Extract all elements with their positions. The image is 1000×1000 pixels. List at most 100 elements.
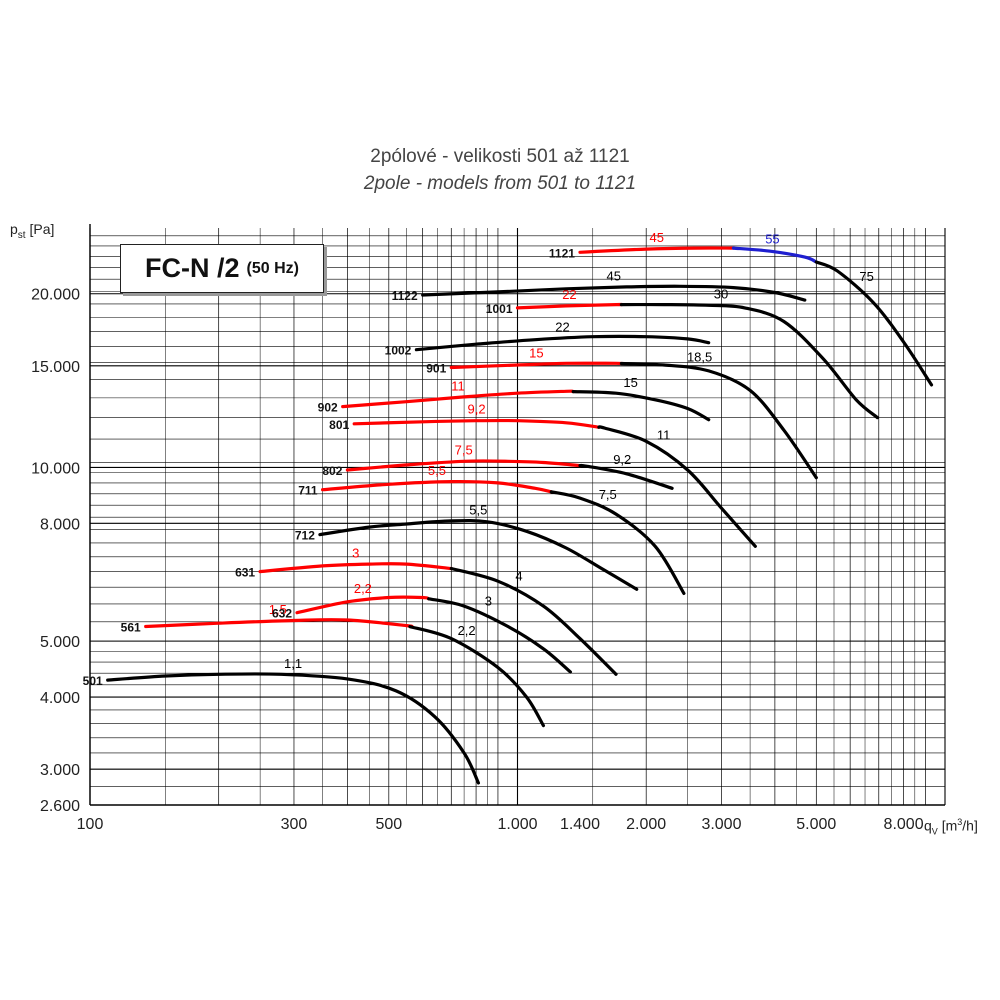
model-label: 1001 <box>486 302 513 316</box>
curve-632: 632 2,2 3 <box>272 581 572 674</box>
model-label: 1121 <box>549 246 575 260</box>
model-label: 561 <box>121 621 141 635</box>
power-label: 7,5 <box>455 442 473 457</box>
curve-561: 561 1,5 2,2 <box>121 602 545 728</box>
curve-segment <box>345 459 582 472</box>
curve-segment <box>515 302 624 310</box>
power-label: 75 <box>859 269 873 284</box>
curve-segment <box>619 361 818 480</box>
grid <box>89 228 946 806</box>
y-axis-label: pst [Pa] <box>10 221 55 241</box>
curve-segment <box>144 618 414 629</box>
curve-902: 902 11 15 <box>318 375 711 422</box>
power-label: 11 <box>657 427 671 442</box>
x-tick-label: 500 <box>375 816 402 833</box>
x-tick-label: 5.000 <box>796 816 836 833</box>
curve-segment <box>321 479 553 494</box>
curve-1002: 1002 22 <box>385 319 711 358</box>
curve-segment <box>421 284 807 302</box>
x-tick-label: 1.000 <box>497 816 537 833</box>
power-label: 7,5 <box>599 487 617 502</box>
power-label: 9,2 <box>613 452 631 467</box>
power-label: 3 <box>485 594 492 609</box>
power-label: 1,5 <box>269 602 287 617</box>
x-tick-label: 300 <box>281 816 308 833</box>
model-label: 1122 <box>392 289 418 303</box>
y-tick-label: 10.000 <box>31 460 80 477</box>
curve-segment <box>549 490 686 595</box>
model-label: 902 <box>318 401 338 415</box>
x-axis-label: qV [m3/h] <box>924 817 978 837</box>
power-label: 22 <box>562 287 576 302</box>
y-tick-label: 8.000 <box>40 516 80 533</box>
curve-802: 802 7,5 9,2 <box>322 442 674 490</box>
curve-segment <box>578 463 674 490</box>
curve-segment <box>619 302 879 420</box>
curve-segment <box>414 334 711 352</box>
curve-segment <box>597 425 757 548</box>
x-tick-label: 100 <box>77 816 104 833</box>
power-label: 18,5 <box>687 349 712 364</box>
x-tick-label: 8.000 <box>884 816 924 833</box>
y-tick-label: 20.000 <box>31 287 80 304</box>
power-label: 2,2 <box>458 623 476 638</box>
model-box: FC-N /2 (50 Hz) <box>120 244 324 293</box>
y-tick-label: 2.600 <box>40 798 80 815</box>
model-label: 711 <box>298 484 318 498</box>
curve-801: 801 9,2 11 <box>329 402 757 548</box>
curve-1121: 1121 45 55 75 <box>549 230 934 387</box>
curve-segment <box>341 389 575 409</box>
model-label: 501 <box>83 674 103 688</box>
curve-segment <box>106 672 480 785</box>
model-label: 631 <box>235 566 255 580</box>
x-tick-label: 1.400 <box>560 816 600 833</box>
model-label: 802 <box>322 464 342 478</box>
power-label: 22 <box>555 319 569 334</box>
curve-segment <box>578 246 736 254</box>
power-label: 9,2 <box>468 402 486 417</box>
curve-1122: 1122 45 <box>392 268 807 303</box>
power-label: 45 <box>607 268 621 283</box>
model-name: FC-N /2 <box>145 253 240 283</box>
model-label: 632 <box>272 607 292 621</box>
curve-501: 501 1,1 <box>83 656 480 785</box>
curve-1001: 1001 22 30 <box>486 286 879 420</box>
power-label: 1,1 <box>284 656 302 671</box>
curve-711: 711 5,5 7,5 <box>298 463 686 595</box>
x-tick-label: 2.000 <box>626 816 666 833</box>
curve-segment <box>427 597 572 674</box>
curve-segment <box>449 566 618 676</box>
model-label: 801 <box>329 418 349 432</box>
power-label: 4 <box>515 568 522 583</box>
curve-631: 631 3 4 <box>235 546 618 676</box>
curve-901: 901 15 18,5 <box>426 345 818 480</box>
y-tick-label: 15.000 <box>31 359 80 376</box>
power-label: 3 <box>352 546 359 561</box>
curve-segment <box>352 418 601 429</box>
model-label: 712 <box>295 529 315 543</box>
curve-segment <box>814 260 934 387</box>
curve-segment <box>731 246 818 264</box>
power-label: 30 <box>714 286 728 301</box>
y-tick-label: 3.000 <box>40 762 80 779</box>
model-frequency: (50 Hz) <box>246 259 299 277</box>
y-tick-label: 4.000 <box>40 690 80 707</box>
chart-title-cz: 2pólové - velikosti 501 až 1121 <box>370 146 630 167</box>
chart-title-en: 2pole - models from 501 to 1121 <box>363 173 637 194</box>
power-label: 15 <box>623 375 637 390</box>
power-label: 11 <box>451 378 465 393</box>
model-label: 1002 <box>385 344 412 358</box>
curve-segment <box>258 562 453 574</box>
power-label: 45 <box>649 230 663 245</box>
power-label: 5,5 <box>428 463 446 478</box>
curve-segment <box>318 518 639 591</box>
x-tick-label: 3.000 <box>701 816 741 833</box>
power-label: 55 <box>765 232 779 247</box>
y-tick-label: 5.000 <box>40 634 80 651</box>
power-label: 15 <box>529 345 543 360</box>
curve-712: 712 5,5 <box>295 503 639 591</box>
curve-segment <box>408 625 545 728</box>
curve-segment <box>295 595 431 615</box>
model-label: 901 <box>426 362 446 376</box>
